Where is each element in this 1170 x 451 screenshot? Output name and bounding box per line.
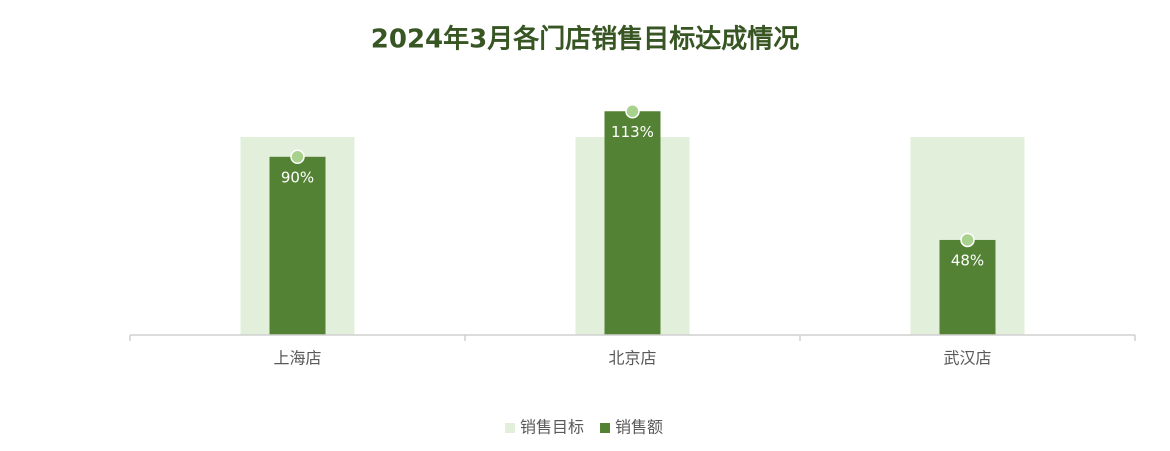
value-marker [960, 232, 975, 248]
bar [604, 111, 661, 335]
data-label: 90% [281, 168, 314, 186]
value-marker [290, 149, 305, 165]
chart-title: 2024年3月各门店销售目标达成情况 [371, 24, 799, 55]
x-tick-label: 北京店 [608, 349, 656, 368]
x-tick-label: 武汉店 [943, 349, 991, 368]
legend-label: 销售目标 [520, 418, 584, 437]
legend-swatch [600, 423, 611, 433]
x-tick-label: 上海店 [273, 349, 321, 368]
legend-label: 销售额 [615, 418, 663, 437]
bar [269, 156, 326, 335]
data-label: 48% [951, 251, 984, 269]
value-marker [625, 104, 640, 119]
bar [939, 239, 996, 335]
legend-swatch [505, 423, 515, 433]
data-label: 113% [611, 123, 654, 141]
